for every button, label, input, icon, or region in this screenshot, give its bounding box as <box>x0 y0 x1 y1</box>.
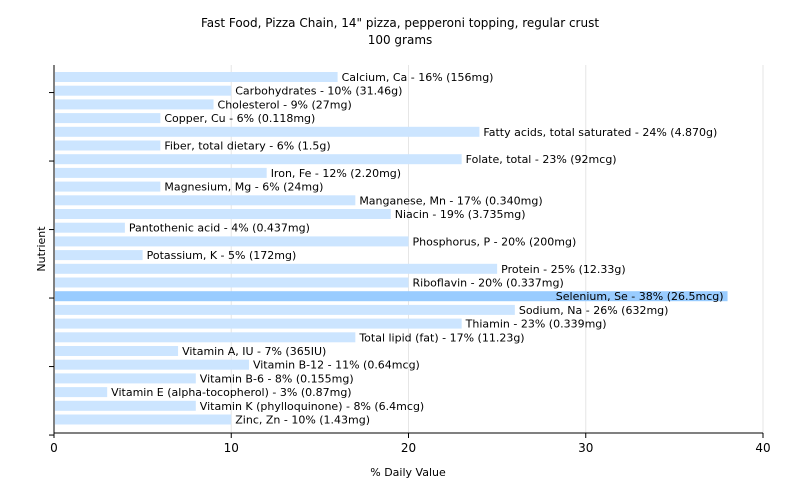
bar-value-label: Folate, total - 23% (92mcg) <box>466 153 617 166</box>
bar <box>55 209 391 219</box>
bar <box>55 346 179 356</box>
bar <box>55 373 196 384</box>
bar-value-label: Thiamin - 23% (0.339mg) <box>465 318 607 331</box>
bar <box>55 250 143 261</box>
y-axis-ticks <box>49 92 54 436</box>
bar-value-label: Copper, Cu - 6% (0.118mg) <box>164 112 315 125</box>
x-tick-label: 10 <box>224 441 239 455</box>
bar-value-label: Vitamin B-12 - 11% (0.64mcg) <box>253 359 420 372</box>
x-tick-label: 30 <box>578 441 593 455</box>
bar-labels: Calcium, Ca - 16% (156mg)Carbohydrates -… <box>111 71 723 427</box>
bar-value-label: Cholesterol - 9% (27mg) <box>218 98 352 111</box>
bar <box>55 85 232 96</box>
bar-value-label: Potassium, K - 5% (172mg) <box>147 249 297 262</box>
bar <box>55 387 108 398</box>
x-axis-label: % Daily Value <box>370 466 446 479</box>
bar <box>55 359 249 370</box>
x-tick-label: 40 <box>755 441 770 455</box>
bar <box>55 332 356 343</box>
bar-value-label: Sodium, Na - 26% (632mg) <box>519 304 669 317</box>
x-tick-label: 0 <box>50 441 58 455</box>
bar <box>55 126 480 137</box>
bar-value-label: Niacin - 19% (3.735mg) <box>395 208 526 221</box>
bar-value-label: Vitamin B-6 - 8% (0.155mg) <box>200 372 354 385</box>
y-axis-label: Nutrient <box>35 226 48 272</box>
bar-value-label: Vitamin A, IU - 7% (365IU) <box>182 345 326 358</box>
bar-value-label: Fiber, total dietary - 6% (1.5g) <box>164 140 330 153</box>
bars <box>55 72 728 425</box>
bar-value-label: Zinc, Zn - 10% (1.43mg) <box>235 414 370 427</box>
bar <box>55 277 409 288</box>
gridlines <box>230 65 764 433</box>
bar <box>55 236 409 247</box>
bar <box>55 414 232 425</box>
bar <box>55 181 161 192</box>
bar <box>55 263 498 274</box>
bar <box>55 222 125 233</box>
bar <box>55 167 267 178</box>
bar <box>55 140 161 151</box>
bar-value-label: Selenium, Se - 38% (26.5mcg) <box>556 290 724 303</box>
chart-title: Fast Food, Pizza Chain, 14" pizza, peppe… <box>201 16 599 30</box>
x-tick-label: 20 <box>401 441 416 455</box>
bar-value-label: Total lipid (fat) - 17% (11.23g) <box>358 331 524 344</box>
bar <box>55 154 462 165</box>
bar-value-label: Riboflavin - 20% (0.337mg) <box>413 277 564 290</box>
bar-value-label: Phosphorus, P - 20% (200mg) <box>413 235 577 248</box>
bar <box>55 195 356 206</box>
bar <box>55 113 161 124</box>
chart-subtitle: 100 grams <box>368 33 433 47</box>
bar-value-label: Calcium, Ca - 16% (156mg) <box>342 71 494 84</box>
bar-value-label: Vitamin E (alpha-tocopherol) - 3% (0.87m… <box>111 386 351 399</box>
bar <box>55 318 462 329</box>
bar-value-label: Magnesium, Mg - 6% (24mg) <box>164 181 323 194</box>
bar-value-label: Carbohydrates - 10% (31.46g) <box>235 85 402 98</box>
bar <box>55 99 214 110</box>
bar-value-label: Iron, Fe - 12% (2.20mg) <box>271 167 401 180</box>
bar-value-label: Fatty acids, total saturated - 24% (4.87… <box>483 126 717 139</box>
bar <box>55 400 196 411</box>
bar <box>55 304 515 315</box>
bar-value-label: Vitamin K (phylloquinone) - 8% (6.4mcg) <box>200 400 424 413</box>
bar <box>55 72 338 82</box>
x-axis-ticks: 0 10 20 30 40 <box>50 433 771 455</box>
bar-value-label: Pantothenic acid - 4% (0.437mg) <box>129 222 310 235</box>
bar-value-label: Manganese, Mn - 17% (0.340mg) <box>359 194 542 207</box>
bar <box>55 291 728 302</box>
bar-value-label: Protein - 25% (12.33g) <box>501 263 626 276</box>
